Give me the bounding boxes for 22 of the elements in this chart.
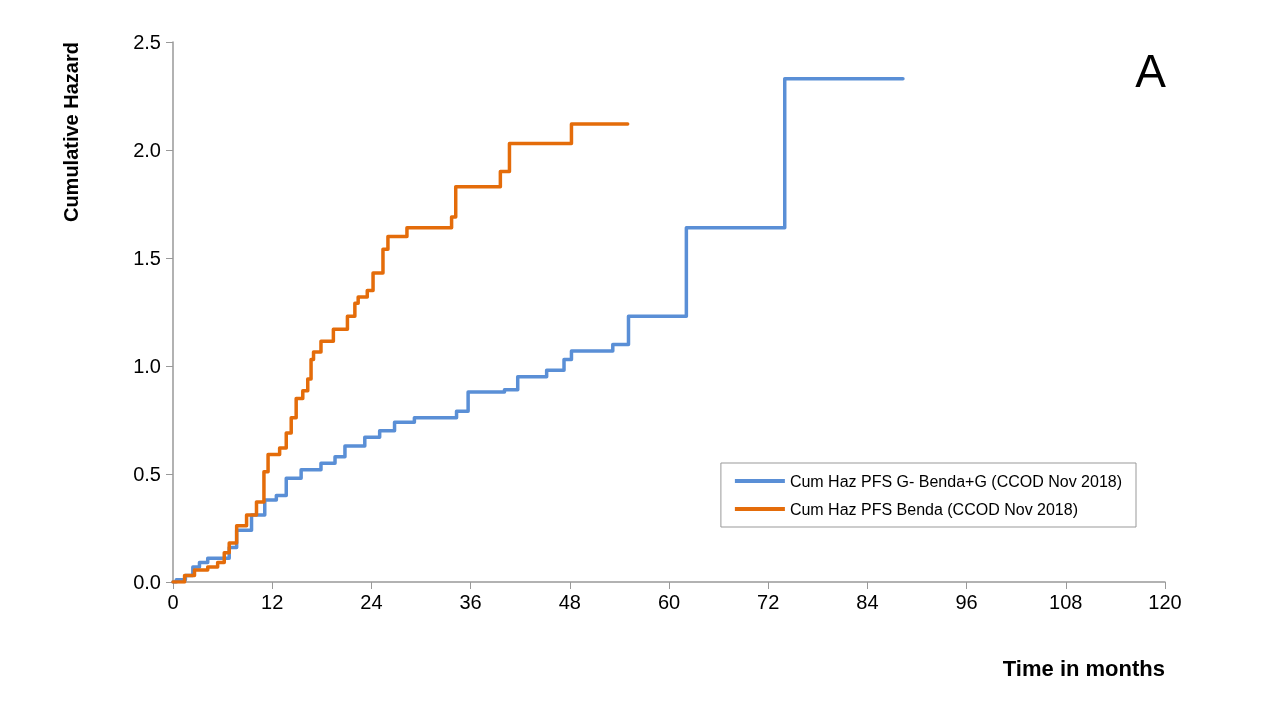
x-tick-label: 108 [1049, 591, 1083, 613]
y-tick-label: 1.5 [133, 247, 161, 269]
legend-label: Cum Haz PFS Benda (CCOD Nov 2018) [789, 500, 1078, 518]
y-tick-label: 0.5 [133, 463, 161, 485]
x-tick-label: 36 [459, 591, 482, 613]
x-tick-label: 84 [856, 591, 879, 613]
x-tick-label: 0 [167, 591, 179, 613]
x-tick-label: 12 [261, 591, 284, 613]
y-tick-label: 2.0 [133, 139, 161, 161]
y-tick-label: 2.5 [133, 31, 161, 53]
y-tick-label: 0.0 [133, 571, 161, 593]
y-axis-title: Cumulative Hazard [60, 42, 82, 223]
x-tick-label: 72 [757, 591, 780, 613]
x-axis-title: Time in months [1002, 655, 1165, 681]
annotation: A [1135, 45, 1167, 97]
x-tick-label: 120 [1148, 591, 1182, 613]
x-tick-label: 48 [558, 591, 581, 613]
x-tick-label: 96 [955, 591, 978, 613]
y-tick-label: 1.0 [133, 355, 161, 377]
x-tick-label: 60 [657, 591, 681, 613]
x-tick-label: 24 [360, 591, 383, 613]
legend-label: Cum Haz PFS G- Benda+G (CCOD Nov 2018) [789, 472, 1122, 490]
